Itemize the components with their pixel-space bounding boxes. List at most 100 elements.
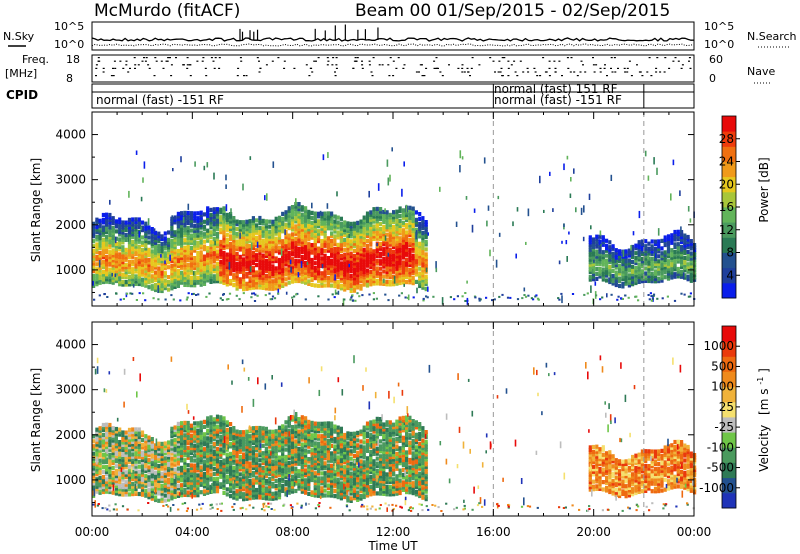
scatter-cell — [427, 232, 429, 235]
echo-cell — [255, 236, 258, 240]
scatter-cell — [229, 262, 231, 270]
echo-cell — [621, 282, 624, 286]
freq-sample — [218, 68, 220, 69]
echo-cell — [379, 222, 382, 226]
echo-cell — [651, 239, 654, 243]
ground-cell — [457, 295, 459, 297]
echo-cell — [216, 425, 219, 429]
echo-cell — [268, 230, 271, 234]
echo-cell — [667, 259, 670, 263]
scatter-cell — [115, 237, 117, 244]
scatter-cell — [488, 206, 490, 211]
freq-sample — [498, 61, 500, 62]
echo-cell — [138, 470, 141, 474]
echo-cell — [125, 263, 128, 267]
echo-cell — [402, 228, 405, 232]
echo-cell — [598, 267, 601, 271]
scatter-cell — [567, 156, 569, 160]
echo-cell — [294, 237, 297, 241]
scatter-cell — [594, 266, 596, 273]
ground-cell — [272, 296, 274, 298]
echo-cell — [382, 269, 385, 273]
echo-cell — [190, 276, 193, 280]
ground-cell — [327, 299, 329, 301]
ground-cell — [277, 293, 279, 295]
echo-cell — [670, 248, 673, 252]
freq-sample — [382, 64, 384, 65]
scatter-cell — [670, 193, 672, 200]
echo-cell — [317, 284, 320, 288]
ground-cell — [398, 295, 400, 297]
ground-cell — [611, 294, 613, 296]
scatter-cell — [566, 256, 568, 262]
scatter-cell — [388, 178, 390, 186]
ground-cell — [413, 296, 415, 298]
echo-cell — [187, 421, 190, 425]
echo-cell — [138, 217, 141, 221]
freq-sample — [308, 75, 310, 76]
echo-cell — [369, 248, 372, 252]
nsky-series — [92, 38, 694, 41]
scatter-cell — [242, 184, 244, 191]
echo-cell — [262, 219, 265, 223]
colorbar-tick-label: 8 — [726, 246, 734, 260]
freq-sample — [614, 57, 616, 58]
ground-cell — [251, 293, 253, 295]
scatter-cell — [188, 204, 190, 210]
freq-sample — [393, 61, 395, 62]
echo-cell — [595, 235, 598, 239]
scatter-cell — [688, 206, 690, 212]
echo-cell — [125, 480, 128, 484]
ground-cell — [653, 294, 655, 296]
echo-cell — [125, 248, 128, 252]
echo-cell — [147, 226, 150, 230]
colorbar-tick-label: 16 — [719, 200, 734, 214]
freq-sample — [327, 57, 329, 58]
echo-cell — [284, 210, 287, 214]
scatter-cell — [148, 218, 150, 225]
echo-cell — [634, 251, 637, 255]
scatter-cell — [683, 272, 685, 279]
echo-cell — [95, 255, 98, 259]
echo-cell — [602, 268, 605, 272]
echo-cell — [421, 231, 424, 235]
freq-sample — [688, 61, 690, 62]
echo-cell — [190, 434, 193, 438]
freq-sample — [111, 75, 113, 76]
echo-cell — [164, 231, 167, 235]
echo-cell — [216, 415, 219, 419]
echo-cell — [187, 468, 190, 472]
freq-sample — [624, 71, 626, 72]
scatter-cell — [332, 217, 334, 224]
echo-cell — [657, 277, 660, 281]
ground-cell — [293, 296, 295, 298]
freq-sample — [571, 57, 573, 58]
ground-cell — [622, 298, 624, 300]
ground-cell — [531, 297, 533, 299]
echo-cell — [382, 274, 385, 278]
echo-cell — [183, 238, 186, 242]
scatter-cell — [543, 210, 545, 213]
freq-sample — [369, 64, 371, 65]
echo-cell — [95, 242, 98, 246]
echo-cell — [392, 250, 395, 254]
freq-sample — [448, 64, 450, 65]
colorbar-swatch — [722, 283, 736, 299]
echo-cell — [190, 234, 193, 238]
echo-cell — [389, 248, 392, 252]
echo-cell — [105, 213, 108, 217]
ground-cell — [616, 299, 618, 301]
echo-cell — [311, 216, 314, 220]
echo-cell — [612, 274, 615, 278]
freq-sample — [272, 61, 274, 62]
echo-cell — [425, 240, 428, 244]
echo-cell — [314, 212, 317, 216]
echo-cell — [170, 439, 173, 443]
echo-cell — [151, 274, 154, 278]
echo-cell — [239, 255, 242, 259]
echo-cell — [350, 252, 353, 256]
scatter-cell — [136, 151, 138, 155]
echo-cell — [379, 252, 382, 256]
echo-cell — [102, 270, 105, 274]
echo-cell — [687, 250, 690, 254]
